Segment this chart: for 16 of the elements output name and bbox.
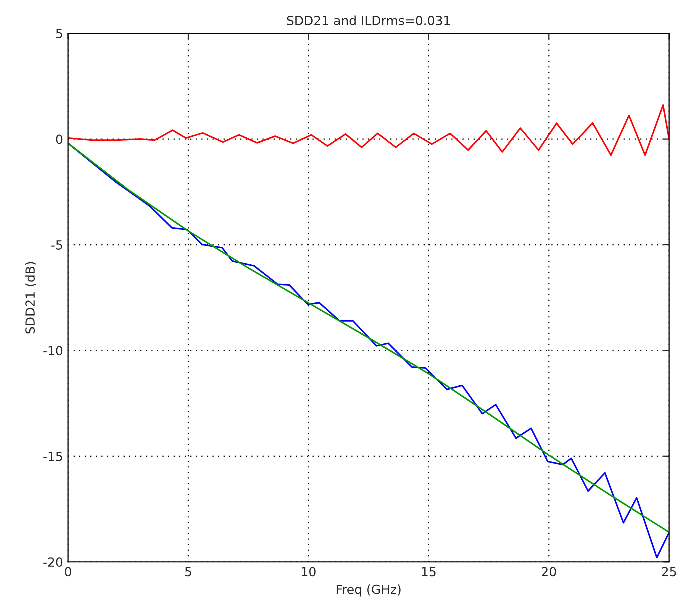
- y-tick-label: -15: [44, 452, 62, 462]
- y-tick-label: 5: [56, 29, 62, 39]
- y-tick-label: -20: [44, 558, 63, 568]
- y-tick-label: -10: [44, 346, 63, 356]
- line-series: [68, 104, 670, 156]
- x-tick-label: 25: [662, 567, 676, 577]
- x-tick-label: 10: [302, 567, 316, 577]
- x-tick-label: 5: [185, 567, 192, 577]
- y-tick-label: -5: [52, 240, 62, 250]
- x-axis-title: Freq (GHz): [336, 584, 401, 597]
- y-tick-label: 0: [56, 134, 63, 144]
- y-axis-title: SDD21 (dB): [25, 262, 37, 334]
- x-tick-label: 20: [542, 567, 556, 577]
- x-tick-label: 15: [422, 567, 436, 577]
- chart-title: SDD21 and ILDrms=0.031: [287, 16, 450, 26]
- x-tick-label: 0: [65, 567, 72, 577]
